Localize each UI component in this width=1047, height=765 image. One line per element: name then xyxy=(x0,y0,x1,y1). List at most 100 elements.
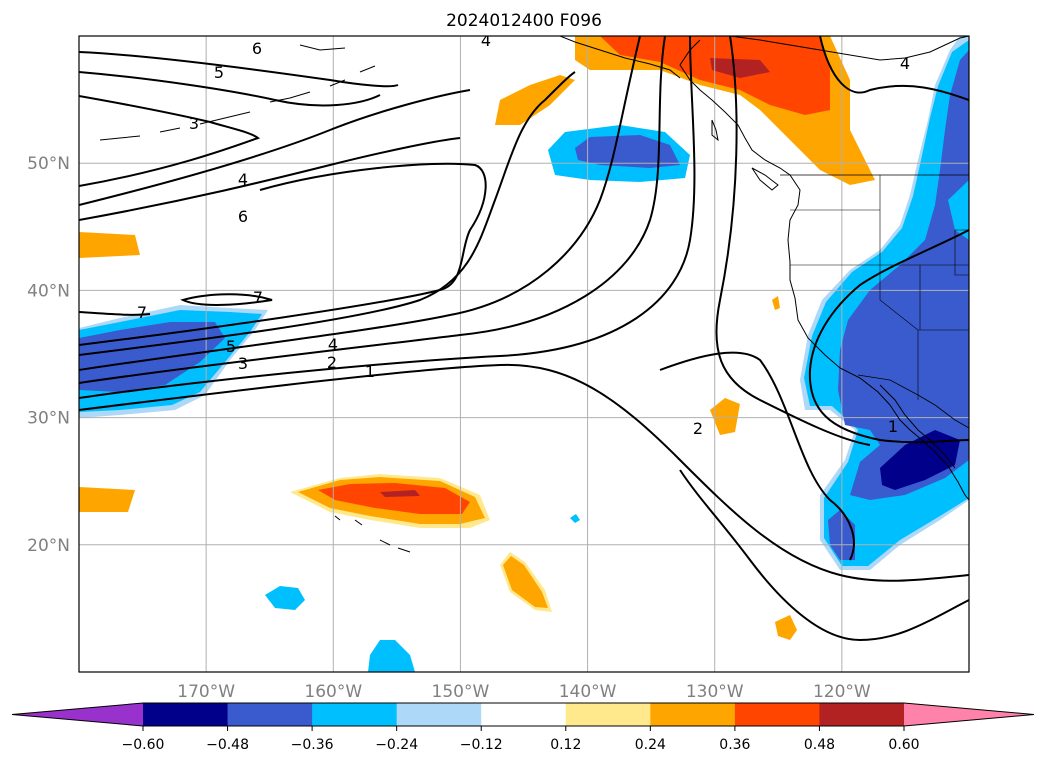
latitude-tick-label: 40°N xyxy=(27,281,70,301)
hawaiian-islands xyxy=(334,515,411,553)
latitude-tick-label: 20°N xyxy=(27,536,70,556)
colorbar-extend-high xyxy=(904,703,1034,726)
contour-line xyxy=(79,71,576,356)
longitude-tick-label: 140°W xyxy=(559,682,617,702)
contour-label: 1 xyxy=(365,362,375,381)
contour-line xyxy=(79,162,487,346)
us-mexico-border xyxy=(857,374,969,429)
anomaly-fill-layer xyxy=(79,36,969,672)
longitude-tick-label: 170°W xyxy=(177,682,235,702)
contour-label: 3 xyxy=(238,354,248,373)
contour-line xyxy=(180,293,273,306)
positive-anomaly-region xyxy=(775,615,797,640)
queen-charlotte-islands xyxy=(711,119,719,142)
contour-label: 2 xyxy=(327,353,337,372)
contour-label: 4 xyxy=(238,170,248,189)
contour-label: 7 xyxy=(253,288,263,307)
colorbar-tick-label: −0.60 xyxy=(122,737,165,753)
contour-line xyxy=(79,95,261,187)
map-area: 6 5 3 4 6 7 7 5 4 3 2 1 2 1 4 4 xyxy=(79,31,969,672)
negative-anomaly-region xyxy=(368,640,415,672)
map-title: 2024012400 F096 xyxy=(446,11,602,31)
contour-line xyxy=(79,363,969,642)
negative-anomaly-region xyxy=(880,430,960,490)
contour-line xyxy=(715,36,871,446)
contour-label: 4 xyxy=(481,31,491,50)
contour-label: 5 xyxy=(226,337,236,356)
colorbar-segment xyxy=(143,703,229,726)
contour-label: 4 xyxy=(328,335,338,354)
colorbar-tick-label: 0.36 xyxy=(719,737,750,753)
contour-label: 1 xyxy=(888,417,898,436)
contour-line xyxy=(79,137,461,221)
contour-line xyxy=(79,36,666,384)
colorbar-tick-label: −0.36 xyxy=(291,737,334,753)
latitude-tick-label: 30°N xyxy=(27,409,70,429)
map-gridlines xyxy=(79,36,969,672)
contour-line xyxy=(79,51,399,88)
colorbar-extend-low xyxy=(12,703,143,726)
colorbar-segment xyxy=(312,703,398,726)
vancouver-island xyxy=(751,167,779,191)
positive-anomaly-region xyxy=(710,398,740,435)
alaska-coast xyxy=(559,36,681,79)
contour-line xyxy=(808,36,969,444)
contour-label: 6 xyxy=(252,39,262,58)
negative-anomaly-region xyxy=(575,135,680,168)
negative-anomaly-region xyxy=(570,514,580,523)
negative-anomaly-region xyxy=(838,50,969,500)
colorbar-segment xyxy=(227,703,313,726)
positive-anomaly-region xyxy=(772,296,780,310)
longitude-tick-label: 150°W xyxy=(432,682,490,702)
contour-label: 5 xyxy=(214,63,224,82)
colorbar-tick-label: −0.48 xyxy=(206,737,249,753)
colorbar-segment xyxy=(565,703,651,726)
map-frame xyxy=(78,35,970,673)
colorbar-tick-label: −0.24 xyxy=(375,737,418,753)
contour-label: 7 xyxy=(137,303,147,322)
positive-anomaly-region xyxy=(79,487,135,512)
contour-line xyxy=(659,351,855,561)
contour-line xyxy=(79,89,471,206)
contour-line xyxy=(79,71,381,107)
contour-label: 3 xyxy=(189,114,199,133)
colorbar-tick-label: 0.24 xyxy=(635,737,666,753)
longitude-tick-label: 160°W xyxy=(304,682,362,702)
latitude-labels: 20°N 30°N 40°N 50°N xyxy=(27,154,70,556)
colorbar-tick-label: 0.48 xyxy=(804,737,835,753)
positive-anomaly-region xyxy=(79,232,140,258)
negative-anomaly-region xyxy=(265,586,305,610)
contour-lines xyxy=(79,36,969,642)
colorbar-segment xyxy=(396,703,482,726)
longitude-tick-label: 120°W xyxy=(813,682,871,702)
colorbar-segment xyxy=(481,703,567,726)
positive-anomaly-region xyxy=(495,75,575,125)
contour-labels: 6 5 3 4 6 7 7 5 4 3 2 1 2 1 4 4 xyxy=(137,31,910,438)
contour-label: 6 xyxy=(238,207,248,226)
colorbar-tick-label: 0.12 xyxy=(550,737,581,753)
positive-anomaly-region xyxy=(380,490,420,497)
north-america-coastline xyxy=(679,36,969,501)
positive-anomaly-region xyxy=(503,556,548,608)
contour-line xyxy=(79,36,641,371)
coastline-layer xyxy=(99,36,969,553)
positive-anomaly-region xyxy=(318,483,470,514)
gulf-of-california-coast xyxy=(879,384,956,469)
colorbar-segment xyxy=(819,703,905,726)
aleutian-islands xyxy=(99,44,376,141)
latitude-tick-label: 50°N xyxy=(27,154,70,174)
contour-line xyxy=(79,36,696,399)
colorbar: −0.60 −0.48 −0.36 −0.24 −0.12 0.12 0.24 0.36 0.4… xyxy=(11,702,1035,753)
longitude-labels: 170°W 160°W 150°W 140°W 130°W 120°W xyxy=(177,682,871,702)
contour-label: 2 xyxy=(693,419,703,438)
colorbar-segment xyxy=(734,703,820,726)
negative-anomaly-region xyxy=(948,180,969,240)
colorbar-tick-label: 0.60 xyxy=(888,737,919,753)
state-borders xyxy=(790,175,969,400)
colorbar-tick-label: −0.12 xyxy=(460,737,503,753)
longitude-tick-label: 130°W xyxy=(686,682,744,702)
colorbar-segment xyxy=(650,703,736,726)
positive-anomaly-region xyxy=(710,58,770,78)
contour-label: 4 xyxy=(900,54,910,73)
